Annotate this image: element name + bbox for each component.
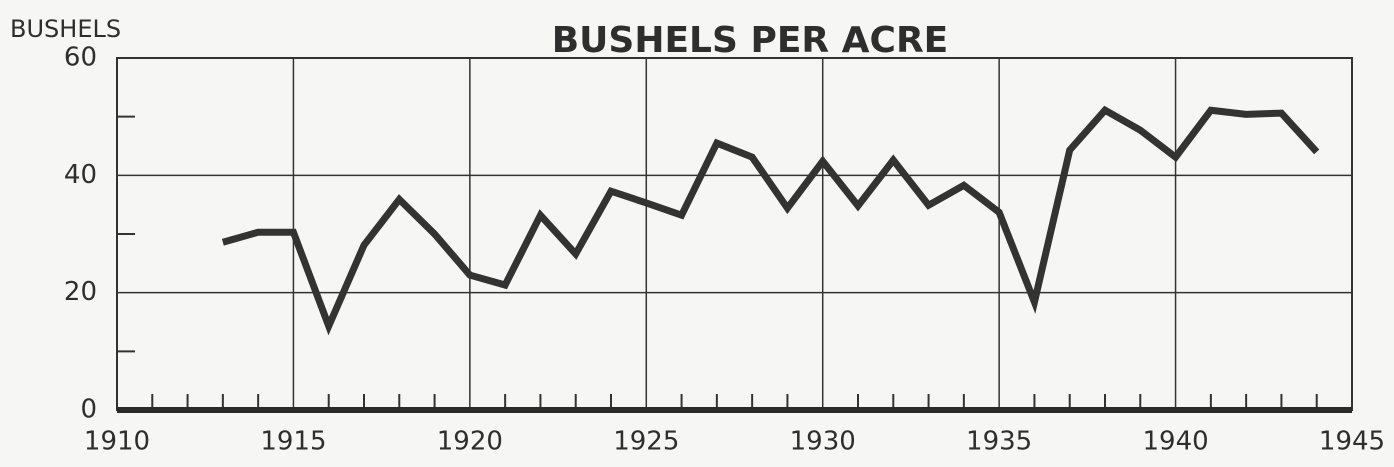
y-axis-label: BUSHELS (10, 15, 121, 43)
x-tick-label: 1910 (84, 427, 150, 457)
y-tick-label: 60 (64, 43, 97, 73)
data-line (221, 105, 1320, 336)
x-tick-label: 1940 (1142, 427, 1208, 457)
plot-frame (116, 57, 1353, 411)
x-tick-label: 1925 (613, 427, 679, 457)
chart-title: BUSHELS PER ACRE (552, 20, 949, 61)
y-tick-label: 0 (80, 395, 97, 425)
x-tick-label: 1915 (260, 427, 326, 457)
x-tick-label: 1920 (437, 427, 503, 457)
x-tick-label: 1945 (1319, 427, 1385, 457)
y-tick-label: 40 (64, 160, 97, 190)
x-tick-label: 1935 (966, 427, 1032, 457)
x-tick-label: 1930 (790, 427, 856, 457)
y-tick-label: 20 (64, 277, 97, 307)
